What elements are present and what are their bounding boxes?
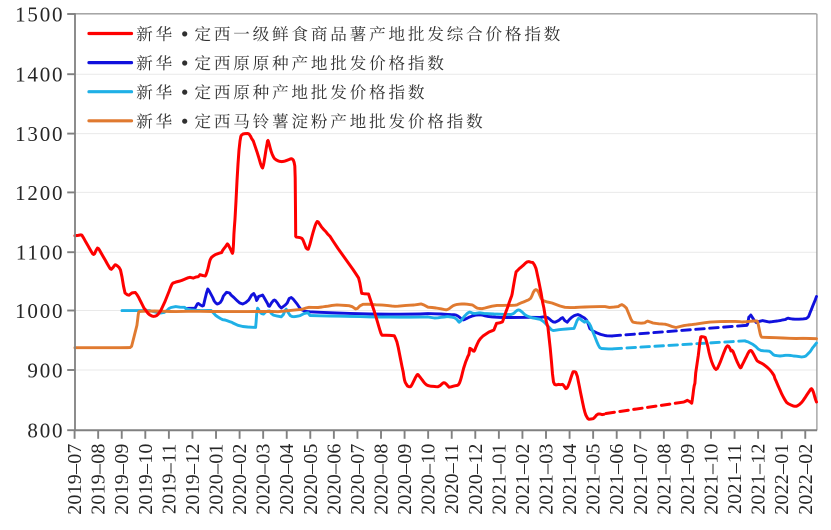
svg-text:2021–03: 2021–03: [536, 443, 558, 514]
svg-text:2021–11: 2021–11: [724, 443, 746, 514]
svg-text:1300: 1300: [15, 122, 64, 146]
svg-text:2020–06: 2020–06: [323, 443, 345, 514]
svg-text:2022–01: 2022–01: [771, 443, 793, 514]
svg-text:2020–01: 2020–01: [206, 443, 228, 514]
svg-text:2020–12: 2020–12: [465, 443, 487, 514]
svg-text:2019–10: 2019–10: [135, 443, 157, 514]
svg-text:2019–09: 2019–09: [111, 443, 133, 514]
svg-text:2021–06: 2021–06: [606, 443, 628, 514]
svg-text:2020–04: 2020–04: [276, 443, 298, 514]
svg-text:2021–07: 2021–07: [630, 443, 652, 514]
svg-text:2021–08: 2021–08: [653, 443, 675, 514]
svg-text:2022–02: 2022–02: [795, 443, 817, 514]
svg-text:2019–08: 2019–08: [88, 443, 110, 514]
svg-text:2021–12: 2021–12: [748, 443, 770, 514]
svg-text:2020–11: 2020–11: [441, 443, 463, 514]
svg-text:2021–10: 2021–10: [700, 443, 722, 514]
svg-text:1000: 1000: [15, 299, 64, 323]
svg-text:2020–07: 2020–07: [347, 443, 369, 514]
svg-text:2019–12: 2019–12: [182, 443, 204, 514]
svg-text:2021–02: 2021–02: [512, 443, 534, 514]
svg-text:1100: 1100: [16, 241, 64, 265]
svg-text:2019–07: 2019–07: [64, 443, 86, 514]
svg-text:2019–11: 2019–11: [158, 443, 180, 514]
svg-text:2020–09: 2020–09: [394, 443, 416, 514]
svg-text:800: 800: [27, 419, 64, 443]
svg-text:2020–03: 2020–03: [253, 443, 275, 514]
svg-text:2021–09: 2021–09: [677, 443, 699, 514]
svg-text:1500: 1500: [15, 3, 64, 27]
svg-text:1200: 1200: [15, 181, 64, 205]
svg-text:900: 900: [27, 359, 64, 383]
svg-text:1400: 1400: [15, 63, 64, 87]
svg-text:2020–05: 2020–05: [300, 443, 322, 514]
svg-text:2021–04: 2021–04: [559, 443, 581, 514]
svg-text:2021–05: 2021–05: [583, 443, 605, 514]
svg-text:2020–02: 2020–02: [229, 443, 251, 514]
svg-text:2020–10: 2020–10: [418, 443, 440, 514]
svg-text:2021–01: 2021–01: [488, 443, 510, 514]
svg-text:2020–08: 2020–08: [371, 443, 393, 514]
